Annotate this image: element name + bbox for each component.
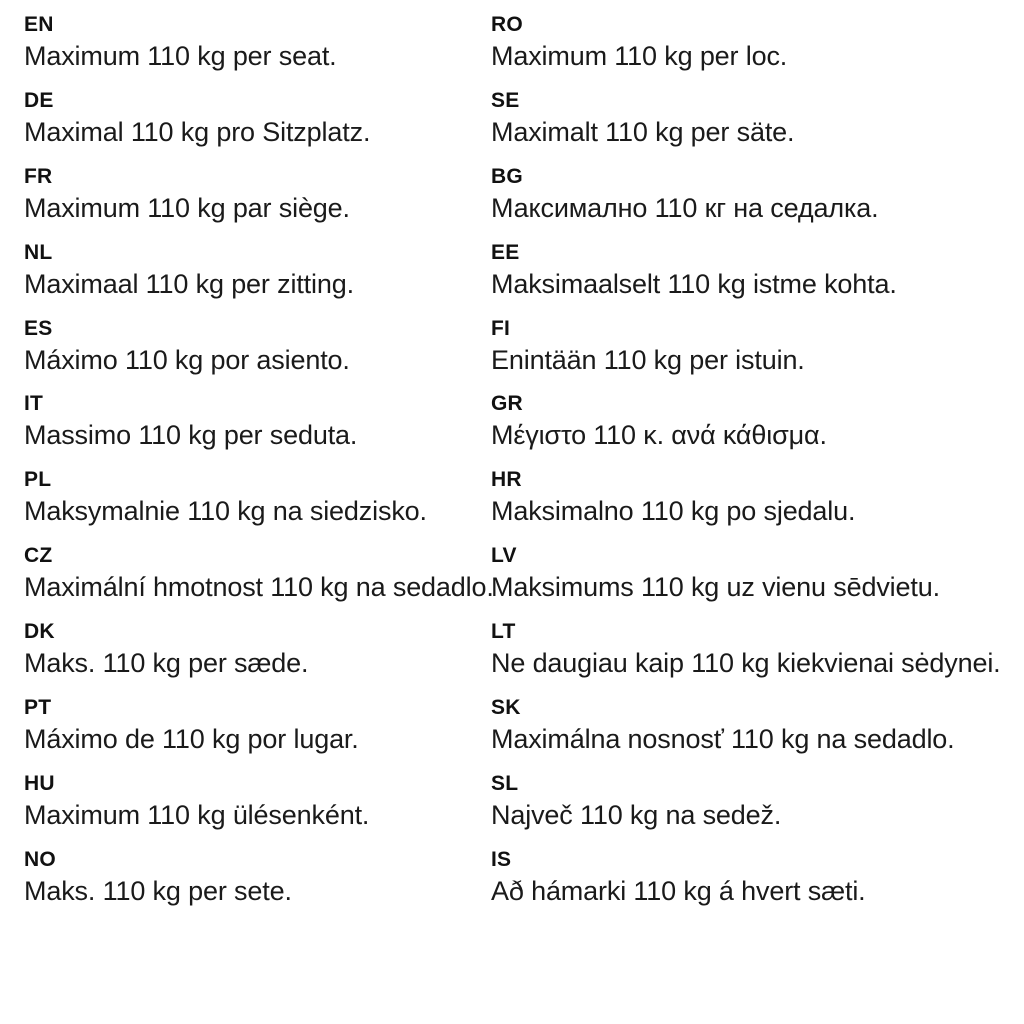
language-column-right: RO Maximum 110 kg per loc. SE Maximalt 1… xyxy=(491,0,1024,1024)
language-entry: SK Maximálna nosnosť 110 kg na sedadlo. xyxy=(491,695,1024,771)
language-entry: FI Enintään 110 kg per istuin. xyxy=(491,316,1024,392)
language-code: HU xyxy=(24,771,55,795)
language-entry: LT Ne daugiau kaip 110 kg kiekvienai sėd… xyxy=(491,619,1024,695)
language-code: SK xyxy=(491,696,521,720)
language-code: SL xyxy=(491,771,519,795)
language-entry: HU Maximum 110 kg ülésenként. xyxy=(24,771,491,847)
language-entry: IT Massimo 110 kg per seduta. xyxy=(24,391,491,467)
language-entry: BG Максимално 110 кг на седалка. xyxy=(491,164,1024,240)
language-code: DE xyxy=(24,88,54,112)
language-text: Máximo 110 kg por asiento. xyxy=(24,344,350,375)
language-text: Maximum 110 kg per seat. xyxy=(24,41,337,71)
language-code: RO xyxy=(491,13,523,36)
language-code: SE xyxy=(491,88,520,112)
language-code: FR xyxy=(24,164,53,188)
language-text: Maximálna nosnosť 110 kg na sedadlo. xyxy=(491,724,955,755)
language-text: Massimo 110 kg per seduta. xyxy=(24,420,358,451)
language-entry: CZ Maximální hmotnost 110 kg na sedadlo. xyxy=(24,543,494,619)
language-text: Enintään 110 kg per istuin. xyxy=(491,344,805,375)
language-code: GR xyxy=(491,392,523,416)
language-code: PT xyxy=(24,696,52,720)
language-text: Maximální hmotnost 110 kg na sedadlo. xyxy=(24,572,494,603)
language-text: Máximo de 110 kg por lugar. xyxy=(24,724,359,755)
language-text: Maximal 110 kg pro Sitzplatz. xyxy=(24,116,371,147)
language-code: PL xyxy=(24,468,52,492)
language-text: Maximum 110 kg par siège. xyxy=(24,192,350,223)
language-entry: EE Maksimaalselt 110 kg istme kohta. xyxy=(491,240,1024,316)
language-entry: GR Μέγιστο 110 κ. ανά κάθισμα. xyxy=(491,391,1024,467)
language-code: EN xyxy=(24,13,54,36)
language-code: LT xyxy=(491,620,516,644)
language-entry: SE Maximalt 110 kg per säte. xyxy=(491,88,1024,164)
language-code: IT xyxy=(24,392,44,416)
language-code: NL xyxy=(24,240,53,264)
language-text: Maksimaalselt 110 kg istme kohta. xyxy=(491,268,897,299)
language-entry: EN Maximum 110 kg per seat. xyxy=(24,12,491,88)
language-entry: DE Maximal 110 kg pro Sitzplatz. xyxy=(24,88,491,164)
language-entry: DK Maks. 110 kg per sæde. xyxy=(24,619,491,695)
language-code: LV xyxy=(491,544,517,568)
language-code: HR xyxy=(491,468,522,492)
language-entry: NL Maximaal 110 kg per zitting. xyxy=(24,240,491,316)
language-code: CZ xyxy=(24,544,53,568)
language-code: EE xyxy=(491,240,520,264)
language-text: Maximum 110 kg ülésenként. xyxy=(24,799,370,830)
language-entry: NO Maks. 110 kg per sete. xyxy=(24,847,491,923)
language-text: Maksymalnie 110 kg na siedzisko. xyxy=(24,496,427,527)
language-code: BG xyxy=(491,164,523,188)
language-entry: HR Maksimalno 110 kg po sjedalu. xyxy=(491,467,1024,543)
language-code: ES xyxy=(24,316,53,340)
language-text: Ne daugiau kaip 110 kg kiekvienai sėdyne… xyxy=(491,648,1001,679)
language-column-left: EN Maximum 110 kg per seat. DE Maximal 1… xyxy=(0,0,494,1024)
language-text: Največ 110 kg na sedež. xyxy=(491,799,782,830)
language-entry: LV Maksimums 110 kg uz vienu sēdvietu. xyxy=(491,543,1024,619)
language-entry: SL Največ 110 kg na sedež. xyxy=(491,771,1024,847)
language-entry: PT Máximo de 110 kg por lugar. xyxy=(24,695,491,771)
language-text: Maksimalno 110 kg po sjedalu. xyxy=(491,496,856,527)
language-text: Maximaal 110 kg per zitting. xyxy=(24,268,354,299)
language-code: IS xyxy=(491,847,512,871)
language-entry: PL Maksymalnie 110 kg na siedzisko. xyxy=(24,467,491,543)
language-entry: ES Máximo 110 kg por asiento. xyxy=(24,316,491,392)
language-text: Maximum 110 kg per loc. xyxy=(491,41,788,71)
language-text: Maks. 110 kg per sæde. xyxy=(24,648,309,679)
language-text: Μέγιστο 110 κ. ανά κάθισμα. xyxy=(491,420,827,451)
language-text: Maximalt 110 kg per säte. xyxy=(491,116,795,147)
language-entry: RO Maximum 110 kg per loc. xyxy=(491,12,1024,88)
language-text: Maksimums 110 kg uz vienu sēdvietu. xyxy=(491,572,940,603)
language-entry: IS Að hámarki 110 kg á hvert sæti. xyxy=(491,847,1024,923)
language-text: Að hámarki 110 kg á hvert sæti. xyxy=(491,875,866,906)
language-text: Maks. 110 kg per sete. xyxy=(24,875,292,906)
language-code: FI xyxy=(491,316,511,340)
language-code: NO xyxy=(24,847,56,871)
language-text: Максимално 110 кг на седалка. xyxy=(491,192,879,223)
language-code: DK xyxy=(24,620,55,644)
language-entry: FR Maximum 110 kg par siège. xyxy=(24,164,491,240)
